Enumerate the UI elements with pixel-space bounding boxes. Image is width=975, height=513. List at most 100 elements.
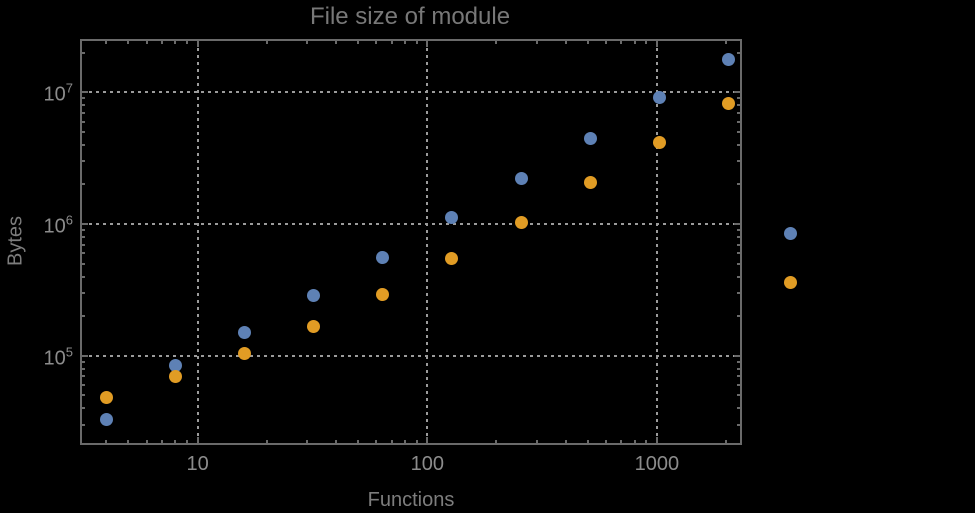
x-tick-mark [145,439,148,443]
x-tick-mark [564,40,567,44]
y-tick-label-10^7: 107 [43,80,73,106]
y-tick-mark [736,111,740,114]
x-tick-mark [161,40,164,44]
y-tick-mark [81,275,85,278]
y-tick-mark [81,160,85,163]
y-tick-mark [81,223,88,226]
data-point-series-1-blue [721,52,735,66]
data-point-series-1-blue [168,359,182,373]
data-point-series-1-blue [783,226,797,240]
x-tick-mark [196,40,199,47]
y-tick-mark [736,367,740,370]
x-tick-label-1000: 1000 [634,453,680,475]
x-tick-mark [196,436,199,443]
data-point-series-1-blue [652,90,666,104]
data-point-series-2-orange [307,319,321,333]
x-tick-mark [161,439,164,443]
y-tick-mark [81,243,85,246]
data-point-series-2-orange [376,288,390,302]
x-tick-mark [564,439,567,443]
y-tick-mark [736,104,740,107]
x-tick-mark [620,439,623,443]
x-tick-mark [127,40,130,44]
x-tick-mark [495,40,498,44]
y-tick-mark [736,243,740,246]
data-point-series-2-orange [238,347,251,361]
x-tick-mark [375,40,378,44]
x-tick-mark [357,439,360,443]
y-tick-mark [81,367,85,370]
x-tick-mark [357,40,360,44]
data-point-series-1-blue [99,412,113,426]
x-tick-mark [375,439,378,443]
y-tick-mark [736,394,740,397]
x-tick-mark [306,439,309,443]
x-axis-label: Functions [367,489,455,511]
y-tick-mark [736,375,740,378]
x-tick-mark [655,40,658,47]
y-tick-mark [736,262,740,265]
x-tick-mark [306,40,309,44]
x-tick-mark [426,436,429,443]
x-tick-mark [725,40,728,44]
y-tick-exponent: 6 [65,212,73,228]
y-tick-mark [81,97,85,100]
x-tick-mark [390,439,393,443]
y-gridline-10^5 [81,354,740,357]
x-tick-mark [186,40,189,44]
x-tick-mark [415,40,418,44]
x-tick-mark [586,40,589,44]
x-tick-mark [426,40,429,47]
y-tick-mark [81,354,88,357]
y-tick-exponent: 7 [65,80,73,96]
x-tick-mark [404,40,406,44]
y-tick-mark [736,160,740,163]
data-point-series-1-blue [307,289,321,303]
y-tick-mark [81,143,85,146]
x-tick-mark [535,439,538,443]
y-gridline-10^6 [81,223,740,226]
y-tick-mark [81,229,85,232]
data-point-series-2-orange [652,135,666,149]
x-tick-mark [620,40,623,44]
y-tick-mark [736,291,740,294]
x-tick-label-10: 10 [186,453,209,475]
x-tick-mark [127,439,130,443]
data-point-series-1-blue [583,131,597,145]
x-tick-mark [334,439,337,443]
y-tick-mark [736,235,740,238]
y-tick-mark [81,384,85,387]
y-tick-mark [81,104,85,107]
x-tick-mark [535,40,538,44]
x-tick-mark [186,439,189,443]
y-tick-mark [736,252,740,255]
x-tick-mark [645,439,648,443]
y-gridline-10^7 [81,91,740,94]
x-gridline-1000 [655,40,658,443]
data-point-series-2-orange [783,276,797,290]
y-tick-label-10^6: 106 [43,212,73,238]
y-tick-mark [81,111,85,114]
x-tick-mark [586,439,589,443]
y-tick-mark [736,120,740,123]
x-tick-mark [604,40,607,44]
x-tick-mark [265,439,268,443]
x-tick-mark [404,439,406,443]
y-tick-mark [736,229,740,232]
data-point-series-2-orange [721,96,735,110]
y-tick-mark [736,315,740,318]
x-tick-mark [633,40,636,44]
x-tick-mark [415,439,418,443]
x-tick-mark [495,439,498,443]
y-tick-mark [81,407,85,410]
data-point-series-1-blue [238,326,251,340]
y-tick-mark [736,423,740,426]
x-tick-mark [645,40,648,44]
y-tick-mark [81,183,85,186]
y-tick-mark [733,223,740,226]
x-tick-mark [174,40,177,44]
y-tick-mark [736,384,740,387]
x-tick-mark [655,436,658,443]
y-tick-mark [733,354,740,357]
